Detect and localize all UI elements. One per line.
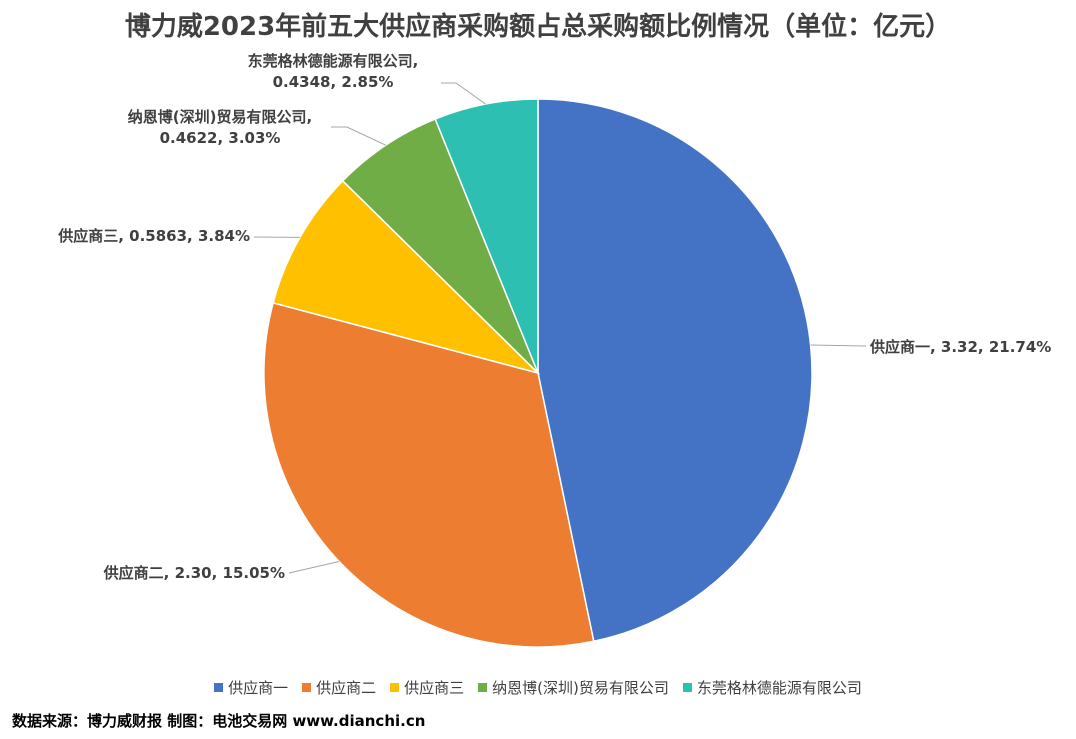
pie-slice-3	[272, 179, 541, 375]
leader-line-5	[441, 82, 486, 105]
legend-label: 供应商一	[228, 679, 289, 697]
pie-slice-2	[263, 301, 595, 648]
data-label-4: 纳恩博(深圳)贸易有限公司, 0.4622, 3.03%	[128, 108, 312, 147]
legend-item-5: 东莞格林德能源有限公司	[682, 677, 862, 698]
legend-label: 纳恩博(深圳)贸易有限公司	[492, 679, 669, 697]
legend-item-2: 供应商二	[302, 677, 376, 698]
data-label-3: 供应商三, 0.5863, 3.84%	[57, 227, 250, 245]
leader-line-4	[331, 126, 386, 146]
legend-swatch	[390, 683, 400, 692]
pie-slice-1	[537, 98, 813, 643]
leader-line-1	[810, 344, 867, 347]
legend-swatch	[302, 683, 312, 692]
data-label-2: 供应商二, 2.30, 15.05%	[103, 564, 285, 582]
legend-item-1: 供应商一	[214, 677, 288, 698]
leader-line-2	[288, 560, 340, 574]
chart-title: 博力威2023年前五大供应商采购额占总采购额比例情况（单位：亿元）	[124, 12, 952, 42]
legend-item-4: 纳恩博(深圳)贸易有限公司	[478, 677, 669, 698]
legend-swatch	[478, 683, 488, 692]
data-label-1: 供应商一, 3.32, 21.74%	[869, 338, 1051, 356]
legend-label: 供应商三	[404, 679, 465, 697]
leader-lines	[253, 82, 867, 574]
pie-slice-4	[341, 118, 539, 374]
legend-label: 供应商二	[316, 679, 377, 697]
source-note: 数据来源：博力威财报 制图：电池交易网 www.dianchi.cn	[12, 712, 426, 730]
data-labels: 供应商一, 3.32, 21.74% 供应商二, 2.30, 15.05% 供应商三…	[57, 52, 1051, 582]
legend-swatch	[682, 683, 692, 692]
legend-swatch	[214, 683, 224, 692]
legend-label: 东莞格林德能源有限公司	[696, 679, 862, 697]
pie-slices	[263, 98, 813, 648]
legend: 供应商一 供应商二 供应商三 纳恩博(深圳)贸易有限公司 东莞格林德能源有限公司	[0, 677, 1076, 698]
data-label-5: 东莞格林德能源有限公司, 0.4348, 2.85%	[248, 52, 419, 91]
legend-item-3: 供应商三	[390, 677, 464, 698]
